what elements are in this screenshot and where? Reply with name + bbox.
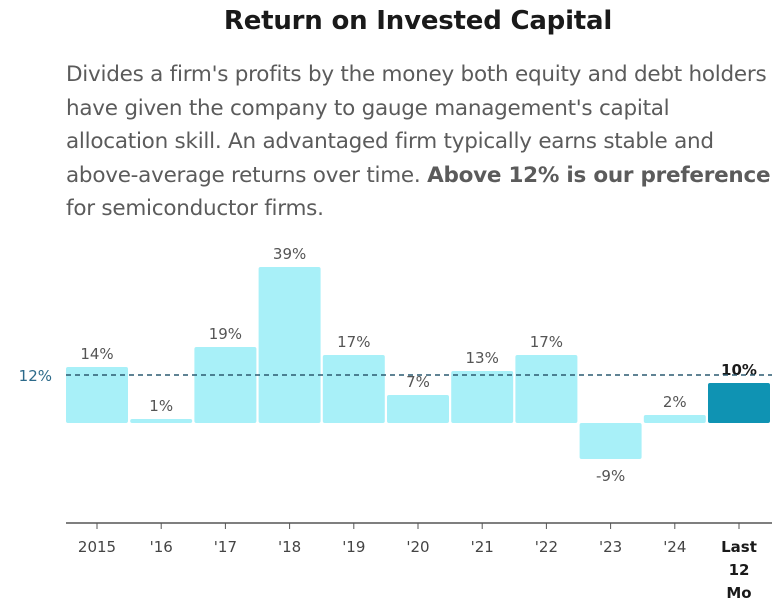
x-tick-label-9: '24 bbox=[663, 538, 686, 556]
bar-10 bbox=[708, 383, 770, 423]
description-text-end: for semiconductor firms. bbox=[66, 196, 324, 221]
x-tick-label-10: Last 12 Mo bbox=[721, 538, 757, 602]
description-text: Divides a firm's profits by the money bo… bbox=[66, 62, 767, 188]
value-label-3: 39% bbox=[273, 245, 306, 263]
description-bold: Above 12% is our preference bbox=[427, 162, 771, 188]
value-label-2: 19% bbox=[209, 325, 242, 343]
x-tick-label-3: '18 bbox=[278, 538, 301, 556]
x-tick-label-6: '21 bbox=[471, 538, 494, 556]
x-tick-label-5: '20 bbox=[406, 538, 429, 556]
value-label-4: 17% bbox=[337, 333, 370, 351]
bar-3 bbox=[258, 267, 321, 423]
value-label-0: 14% bbox=[80, 345, 113, 363]
reference-label: 12% bbox=[19, 367, 52, 385]
x-tick-label-4: '19 bbox=[342, 538, 365, 556]
bar-0 bbox=[66, 367, 128, 423]
bar-8 bbox=[579, 423, 642, 459]
chart-title: Return on Invested Capital bbox=[223, 6, 613, 36]
bar-2 bbox=[194, 347, 257, 423]
value-label-10: 10% bbox=[721, 361, 757, 379]
value-label-8: -9% bbox=[596, 467, 625, 485]
x-tick-label-8: '23 bbox=[599, 538, 622, 556]
value-label-6: 13% bbox=[466, 349, 499, 367]
bar-7 bbox=[515, 355, 578, 423]
x-tick-label-1: '16 bbox=[150, 538, 173, 556]
bar-5 bbox=[387, 395, 449, 423]
x-tick-label-0: 2015 bbox=[78, 538, 116, 556]
x-tick-label-2: '17 bbox=[214, 538, 237, 556]
chart-description: Divides a firm's profits by the money bo… bbox=[66, 58, 776, 226]
value-label-9: 2% bbox=[663, 393, 687, 411]
bar-9 bbox=[643, 415, 706, 423]
value-label-1: 1% bbox=[149, 397, 173, 415]
x-tick-label-7: '22 bbox=[535, 538, 558, 556]
bar-1 bbox=[130, 419, 193, 423]
value-label-5: 7% bbox=[406, 373, 430, 391]
value-label-7: 17% bbox=[530, 333, 563, 351]
bar-6 bbox=[451, 371, 514, 423]
bar-4 bbox=[322, 355, 385, 423]
